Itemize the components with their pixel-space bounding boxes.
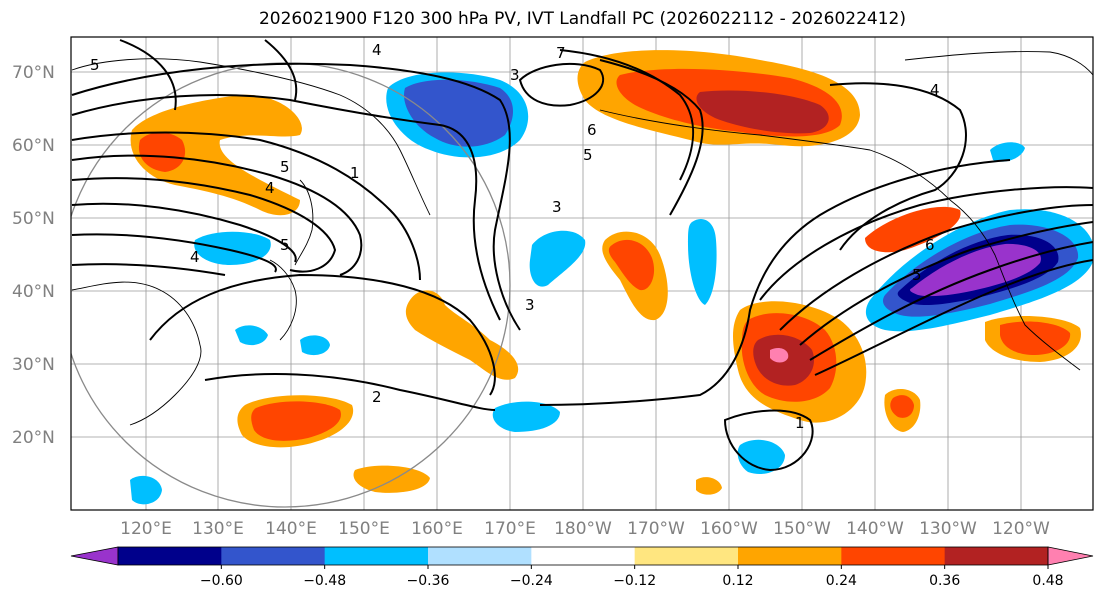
contour-label: 2 [372, 388, 382, 406]
colorbar-tick-label: −0.60 [200, 573, 243, 589]
colorbar-max-extension [1047, 546, 1094, 566]
contour-label: 4 [372, 41, 382, 59]
lon-label: 160°E [411, 519, 463, 539]
contour-label: 5 [90, 56, 100, 74]
positive-anomaly-mid [1000, 321, 1071, 355]
lon-label: 170°W [627, 519, 685, 539]
positive-anomaly-blob [130, 94, 302, 216]
positive-anomaly-core [696, 90, 829, 134]
lat-label: 20°N [12, 428, 55, 448]
positive-anomaly-blob [405, 290, 519, 380]
lat-label: 30°N [12, 355, 55, 375]
colorbar-segment [428, 547, 532, 565]
negative-anomaly-blob [130, 475, 162, 505]
lon-label: 140°E [265, 519, 317, 539]
positive-anomaly-blob [353, 465, 430, 493]
positive-anomaly-mid [608, 239, 655, 291]
contour-label: 4 [190, 248, 200, 266]
positive-anomaly-mid [138, 132, 186, 172]
contour-label: 5 [912, 266, 922, 284]
contour-label: 5 [583, 146, 593, 164]
negative-anomaly-blob [737, 439, 785, 475]
colorbar-segment [841, 547, 946, 565]
negative-anomaly-blob [492, 401, 560, 432]
colorbar-tick-label: 0.12 [722, 573, 753, 589]
contour-label: 3 [552, 198, 562, 216]
contour-label: 6 [587, 121, 597, 139]
lon-label: 130°W [919, 519, 977, 539]
coastlines [71, 51, 1093, 426]
lon-label: 170°E [484, 519, 536, 539]
contour-label: 6 [925, 236, 935, 254]
contour-label: 4 [265, 179, 275, 197]
negative-anomaly-blob [300, 335, 330, 356]
contour-label: 5 [280, 158, 290, 176]
positive-anomaly-mid [890, 395, 914, 418]
lat-label: 70°N [12, 63, 55, 83]
colorbar-segment [944, 547, 1049, 565]
colorbar-segment [634, 547, 739, 565]
colorbar: −0.60 −0.48 −0.36 −0.24 −0.12 0.12 0.24 0.36 0.4… [70, 546, 1094, 589]
contour-label: 4 [930, 81, 940, 99]
lon-label: 180°W [554, 519, 612, 539]
negative-anomaly-blob [529, 230, 586, 287]
contour-label: 1 [795, 414, 805, 432]
colorbar-segment [118, 547, 222, 565]
colorbar-tick-label: −0.36 [407, 573, 450, 589]
colorbar-segment [324, 547, 429, 565]
map-border [70, 36, 1094, 511]
longitude-labels: 120°E 130°E 140°E 150°E 160°E 170°E 180°W 170°W… [120, 519, 1050, 539]
lat-label: 60°N [12, 136, 55, 156]
positive-anomaly-blob [696, 477, 722, 495]
colorbar-border [117, 546, 1049, 566]
lon-label: 120°E [120, 519, 172, 539]
map-title: 2026021900 F120 300 hPa PV, IVT Landfall… [258, 9, 906, 29]
colorbar-tick-label: −0.48 [303, 573, 346, 589]
lon-label: 160°W [700, 519, 758, 539]
contour-label: 3 [510, 66, 520, 84]
negative-anomaly-core [404, 79, 514, 147]
lat-label: 50°N [12, 209, 55, 229]
lon-label: 130°E [192, 519, 244, 539]
positive-anomaly-blob [865, 206, 961, 253]
contour-labels: 5 4 3 7 6 5 1 5 4 5 2 3 3 4 1 4 5 6 [90, 41, 940, 432]
colorbar-segment [531, 547, 636, 565]
contour-label: 1 [350, 164, 360, 182]
lon-label: 120°W [992, 519, 1050, 539]
negative-anomaly-blob [688, 219, 717, 305]
colorbar-tick-label: 0.48 [1032, 573, 1063, 589]
colorbar-min-extension [70, 546, 119, 566]
positive-anomaly-mid [251, 401, 341, 441]
lon-label: 150°E [338, 519, 390, 539]
lon-label: 140°W [846, 519, 904, 539]
positive-anomaly-peak [770, 347, 789, 363]
colorbar-tick-label: 0.24 [826, 573, 857, 589]
lat-label: 40°N [12, 282, 55, 302]
contour-label: 5 [280, 236, 290, 254]
pv-contours [71, 39, 1093, 472]
negative-anomaly-blob [194, 231, 271, 265]
contour-label: 3 [525, 296, 535, 314]
colorbar-tick-label: −0.24 [510, 573, 553, 589]
latitude-labels: 70°N 60°N 50°N 40°N 30°N 20°N [12, 63, 55, 448]
colorbar-tick-label: 0.36 [929, 573, 960, 589]
colorbar-segment [221, 547, 326, 565]
negative-anomaly-peak [910, 243, 1041, 297]
contour-label: 7 [556, 44, 566, 62]
negative-anomaly-blob [990, 142, 1025, 162]
lon-label: 150°W [773, 519, 831, 539]
negative-anomaly-blob [235, 325, 268, 346]
colorbar-segment [738, 547, 842, 565]
colorbar-tick-label: −0.12 [613, 573, 656, 589]
